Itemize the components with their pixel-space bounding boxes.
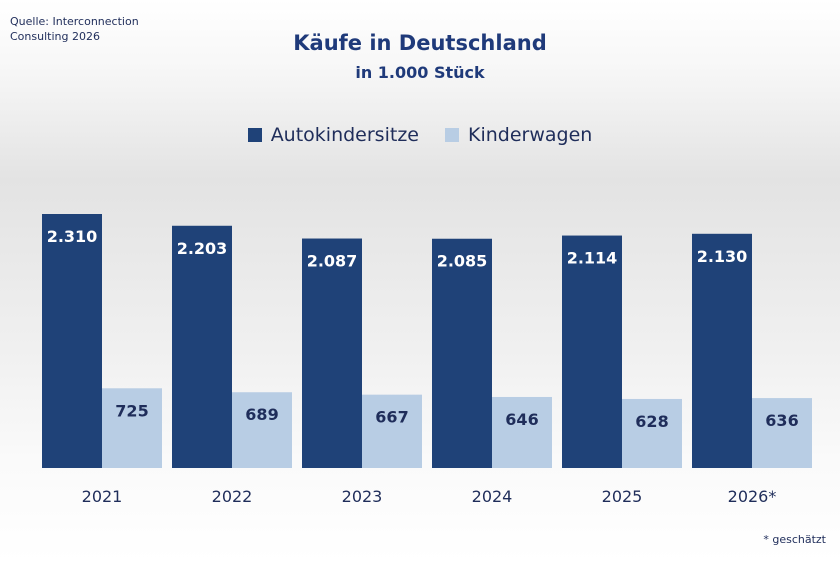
x-tick-label-2021: 2021 [82, 487, 123, 506]
x-tick-label-2026: 2026* [728, 487, 777, 506]
data-label-autokindersitze-2023: 2.087 [307, 252, 358, 271]
x-tick-label-2023: 2023 [342, 487, 383, 506]
legend-label-autokindersitze: Autokindersitze [270, 124, 419, 146]
data-label-autokindersitze-2026: 2.130 [697, 247, 748, 266]
bar-kinderwagen-2021 [102, 388, 162, 468]
data-label-autokindersitze-2024: 2.085 [437, 252, 488, 271]
footnote: * geschätzt [763, 533, 826, 546]
bar-autokindersitze-2026 [692, 233, 752, 468]
bar-kinderwagen-2022 [232, 392, 292, 468]
bar-autokindersitze-2021 [42, 214, 102, 468]
chart-title: Käufe in Deutschland [293, 31, 547, 55]
data-label-autokindersitze-2022: 2.203 [177, 239, 228, 258]
bar-autokindersitze-2025 [562, 235, 622, 468]
bar-kinderwagen-2026 [752, 398, 812, 468]
data-label-kinderwagen-2021: 725 [115, 401, 148, 420]
data-label-kinderwagen-2024: 646 [505, 410, 538, 429]
x-tick-label-2025: 2025 [602, 487, 643, 506]
x-tick-label-2024: 2024 [472, 487, 513, 506]
bar-kinderwagen-2023 [362, 394, 422, 468]
bar-autokindersitze-2024 [432, 238, 492, 468]
bar-autokindersitze-2023 [302, 238, 362, 468]
legend-item-autokindersitze: Autokindersitze [247, 124, 419, 146]
legend-swatch-autokindersitze [247, 128, 262, 142]
legend-swatch-kinderwagen [444, 128, 459, 142]
data-label-kinderwagen-2023: 667 [375, 408, 408, 427]
bar-kinderwagen-2024 [492, 396, 552, 468]
data-label-kinderwagen-2022: 689 [245, 405, 278, 424]
data-label-kinderwagen-2025: 628 [635, 412, 668, 431]
legend-item-kinderwagen: Kinderwagen [444, 124, 593, 146]
bar-kinderwagen-2025 [622, 398, 682, 468]
bar-autokindersitze-2022 [172, 225, 232, 468]
chart-legend: Autokindersitze Kinderwagen [0, 124, 840, 146]
data-label-kinderwagen-2026: 636 [765, 411, 798, 430]
data-label-autokindersitze-2021: 2.310 [47, 227, 98, 246]
chart-subtitle: in 1.000 Stück [355, 63, 485, 82]
source-note: Quelle: Interconnection Consulting 2026 [10, 15, 139, 43]
legend-label-kinderwagen: Kinderwagen [467, 124, 593, 146]
data-label-autokindersitze-2025: 2.114 [567, 249, 618, 268]
x-tick-label-2022: 2022 [212, 487, 253, 506]
